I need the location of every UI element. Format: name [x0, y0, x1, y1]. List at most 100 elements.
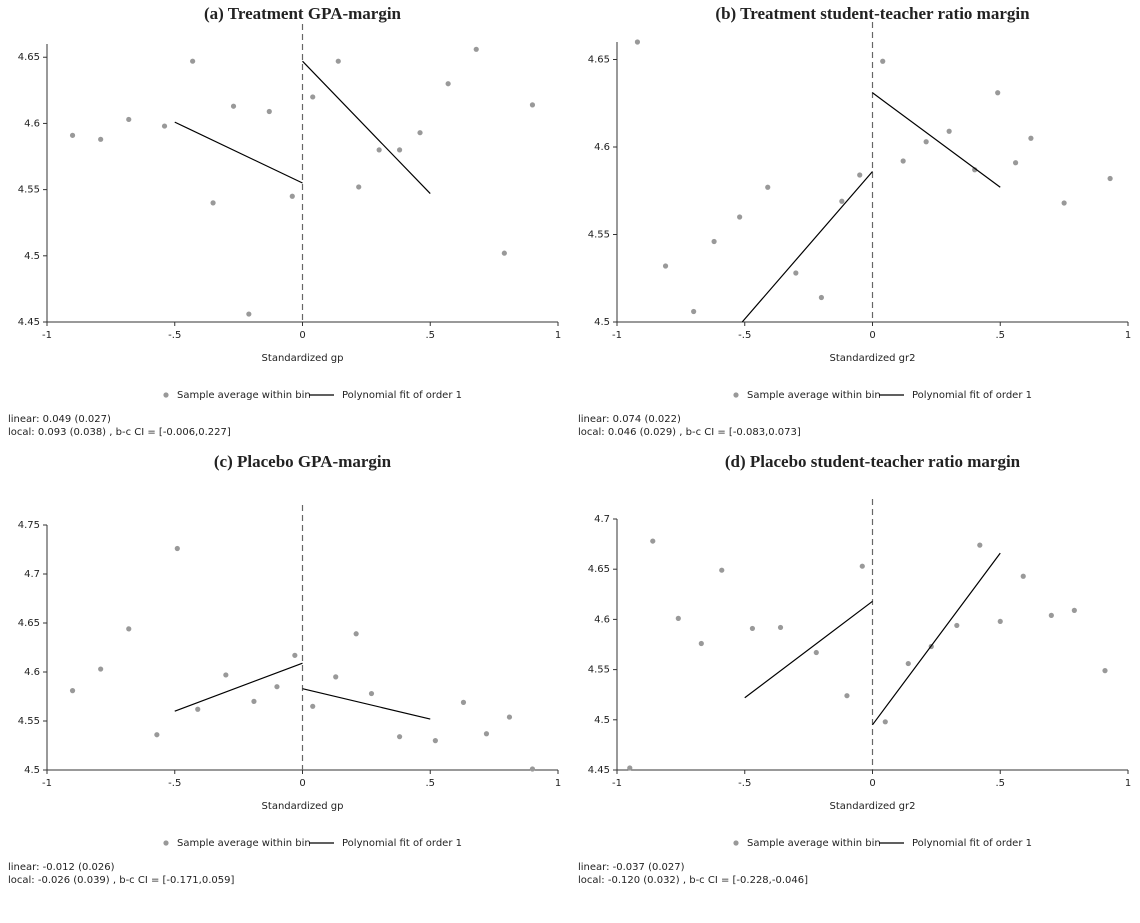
y-tick-label: 4.75: [18, 520, 40, 531]
x-axis-label: Standardized gp: [262, 801, 344, 812]
data-point: [417, 130, 423, 136]
y-tick-label: 4.6: [594, 142, 610, 153]
legend-label: Polynomial fit of order 1: [912, 390, 1032, 401]
y-tick-label: 4.5: [24, 251, 40, 262]
data-point: [1107, 175, 1113, 182]
note: local: 0.093 (0.038) , b-c CI = [-0.006,…: [8, 427, 231, 438]
data-point: [977, 542, 983, 548]
data-point: [765, 184, 771, 190]
legend-marker: [163, 392, 169, 398]
data-point: [737, 214, 743, 220]
y-tick-label: 4.5: [594, 715, 610, 726]
data-point: [353, 631, 359, 637]
data-point: [954, 622, 960, 629]
x-axis-label: Standardized gr2: [829, 353, 915, 364]
data-point: [98, 136, 104, 142]
data-point: [627, 765, 633, 771]
y-tick-label: 4.65: [18, 52, 40, 63]
x-tick-label: -1: [42, 330, 52, 341]
note: linear: 0.049 (0.027): [8, 414, 111, 425]
y-tick-label: 4.55: [18, 185, 40, 196]
data-point: [777, 624, 784, 631]
y-tick-label: 4.55: [588, 665, 610, 676]
data-point: [126, 626, 132, 632]
panel: (a) Treatment GPA-margin 4.45 4.5 4.55 4.6 4.…: [8, 4, 561, 438]
data-point: [529, 102, 536, 108]
data-point: [1061, 200, 1067, 206]
data-point: [818, 294, 824, 301]
data-point: [396, 147, 403, 153]
data-point: [1102, 668, 1108, 674]
data-point: [368, 690, 375, 697]
data-point: [230, 103, 237, 109]
data-point: [698, 640, 704, 647]
data-point: [483, 731, 490, 737]
legend-marker: [733, 840, 739, 846]
data-point: [69, 688, 76, 694]
note: linear: 0.074 (0.022): [578, 414, 681, 425]
data-point: [473, 46, 479, 52]
data-point: [174, 545, 180, 552]
data-point: [793, 270, 799, 276]
data-point: [719, 567, 725, 573]
legend-label: Polynomial fit of order 1: [912, 838, 1032, 849]
data-point: [997, 618, 1003, 625]
x-tick-label: 1: [555, 778, 561, 789]
data-point: [972, 167, 978, 173]
x-tick-label: 1: [1125, 778, 1131, 789]
y-tick-label: 4.45: [588, 765, 610, 776]
note: linear: -0.037 (0.027): [578, 862, 685, 873]
data-point: [813, 649, 819, 656]
data-point: [333, 674, 339, 680]
x-tick-label: 0: [299, 778, 305, 789]
y-tick-label: 4.55: [18, 716, 40, 727]
data-point: [946, 128, 952, 134]
y-tick-label: 4.5: [594, 317, 610, 328]
y-tick-label: 4.6: [24, 667, 40, 678]
x-axis-label: Standardized gr2: [829, 801, 915, 812]
data-point: [460, 699, 467, 705]
panel-title: (c) Placebo GPA-margin: [214, 452, 392, 471]
y-tick-label: 4.6: [24, 118, 40, 129]
data-point: [905, 660, 911, 667]
x-tick-label: .5: [995, 778, 1005, 789]
data-point: [274, 684, 280, 690]
y-tick-label: 4.65: [588, 55, 610, 66]
data-point: [396, 734, 403, 740]
data-point: [634, 39, 641, 45]
data-point: [859, 563, 865, 569]
fit-line: [744, 552, 1001, 726]
data-point: [650, 538, 656, 544]
data-point: [711, 238, 717, 245]
legend-label: Sample average within bin: [747, 838, 881, 849]
x-tick-label: .5: [425, 778, 435, 789]
panel: (c) Placebo GPA-margin 4.5 4.55 4.6 4.65 4.7 4…: [8, 452, 561, 886]
data-point: [190, 58, 196, 64]
data-point: [310, 94, 316, 100]
data-point: [1028, 135, 1034, 141]
x-tick-label: .5: [425, 330, 435, 341]
x-tick-label: 1: [1125, 330, 1131, 341]
x-tick-label: -1: [42, 778, 52, 789]
data-point: [432, 738, 438, 744]
fit-line: [741, 92, 1001, 323]
x-tick-label: -.5: [738, 330, 751, 341]
note: linear: -0.012 (0.026): [8, 862, 115, 873]
legend-label: Polynomial fit of order 1: [342, 838, 462, 849]
data-point: [1048, 612, 1054, 618]
data-point: [1071, 607, 1077, 613]
fit-line: [174, 662, 431, 720]
data-point: [292, 652, 298, 658]
data-point: [691, 308, 697, 315]
x-tick-label: .5: [995, 330, 1005, 341]
data-point: [69, 132, 76, 138]
x-tick-label: 1: [555, 330, 561, 341]
data-point: [356, 184, 362, 190]
y-tick-label: 4.7: [24, 569, 40, 580]
data-point: [923, 139, 929, 145]
x-tick-label: -1: [612, 778, 622, 789]
data-point: [154, 732, 160, 738]
legend-label: Sample average within bin: [747, 390, 881, 401]
x-axis-label: Standardized gp: [262, 353, 344, 364]
data-point: [251, 698, 257, 704]
